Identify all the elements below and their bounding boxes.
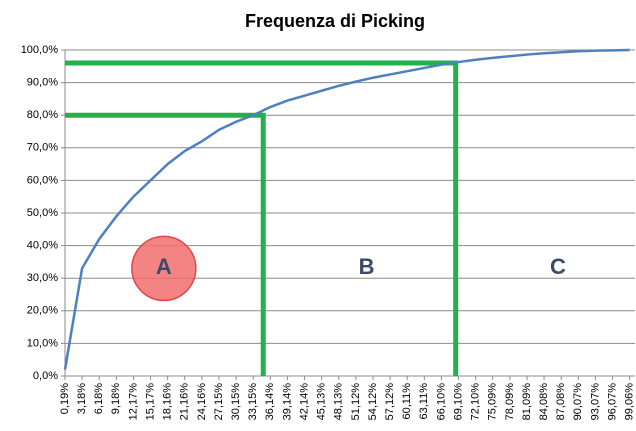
y-tick-label: 50,0%	[27, 207, 58, 219]
x-tick-label: 69,10%	[452, 383, 464, 421]
x-tick-label: 48,13%	[333, 383, 345, 421]
x-tick-label: 93,07%	[589, 383, 601, 421]
x-tick-label: 36,14%	[264, 383, 276, 421]
x-tick-label: 81,09%	[521, 383, 533, 421]
x-tick-label: 96,07%	[606, 383, 618, 421]
x-tick-label: 6,18%	[93, 383, 105, 414]
x-tick-label: 39,14%	[281, 383, 293, 421]
data-line	[63, 48, 630, 370]
x-tick-label: 30,15%	[230, 383, 242, 421]
x-tick-label: 21,16%	[179, 383, 191, 421]
x-tick-label: 0,19%	[59, 383, 71, 414]
x-tick-label: 15,17%	[144, 383, 156, 421]
y-tick-label: 80,0%	[27, 109, 58, 121]
y-tick-label: 20,0%	[27, 305, 58, 317]
x-tick-label: 57,12%	[384, 383, 396, 421]
x-tick-label: 54,12%	[367, 383, 379, 421]
x-tick-label: 45,13%	[316, 383, 328, 421]
x-tick-label: 60,11%	[401, 383, 413, 420]
x-tick-label: 42,14%	[298, 383, 310, 421]
y-tick-label: 60,0%	[27, 174, 58, 186]
x-tick-label: 78,09%	[504, 383, 516, 421]
y-tick-label: 0,0%	[33, 370, 58, 382]
x-tick-label: 24,16%	[196, 383, 208, 421]
y-tick-label: 40,0%	[27, 240, 58, 252]
highlight-circle	[131, 235, 197, 302]
x-tick-label: 3,18%	[76, 383, 88, 414]
y-tick-label: 90,0%	[27, 77, 58, 89]
x-tick-label: 12,17%	[127, 383, 139, 421]
x-tick-label: 72,10%	[470, 383, 482, 421]
x-tick-label: 33,15%	[247, 383, 259, 421]
zone-label: C	[550, 254, 566, 279]
y-tick-label: 30,0%	[27, 272, 58, 284]
x-tick-label: 99,06%	[624, 383, 636, 421]
x-tick-label: 87,08%	[555, 383, 567, 421]
x-tick-label: 27,15%	[213, 383, 225, 421]
x-tick-label: 18,16%	[162, 383, 174, 421]
x-tick-label: 9,18%	[110, 383, 122, 414]
chart-title: Frequenza di Picking	[245, 11, 425, 31]
x-tick-label: 51,12%	[350, 383, 362, 421]
x-tick-label: 66,10%	[435, 383, 447, 421]
y-tick-label: 100,0%	[21, 44, 59, 56]
y-tick-label: 70,0%	[27, 142, 58, 154]
zone-label: B	[359, 254, 375, 279]
x-tick-label: 90,07%	[572, 383, 584, 421]
x-tick-label: 75,09%	[487, 383, 499, 421]
x-tick-label: 63,11%	[418, 383, 430, 420]
zone-label: A	[156, 254, 172, 279]
x-tick-label: 84,08%	[538, 383, 550, 421]
y-tick-label: 10,0%	[27, 337, 58, 349]
